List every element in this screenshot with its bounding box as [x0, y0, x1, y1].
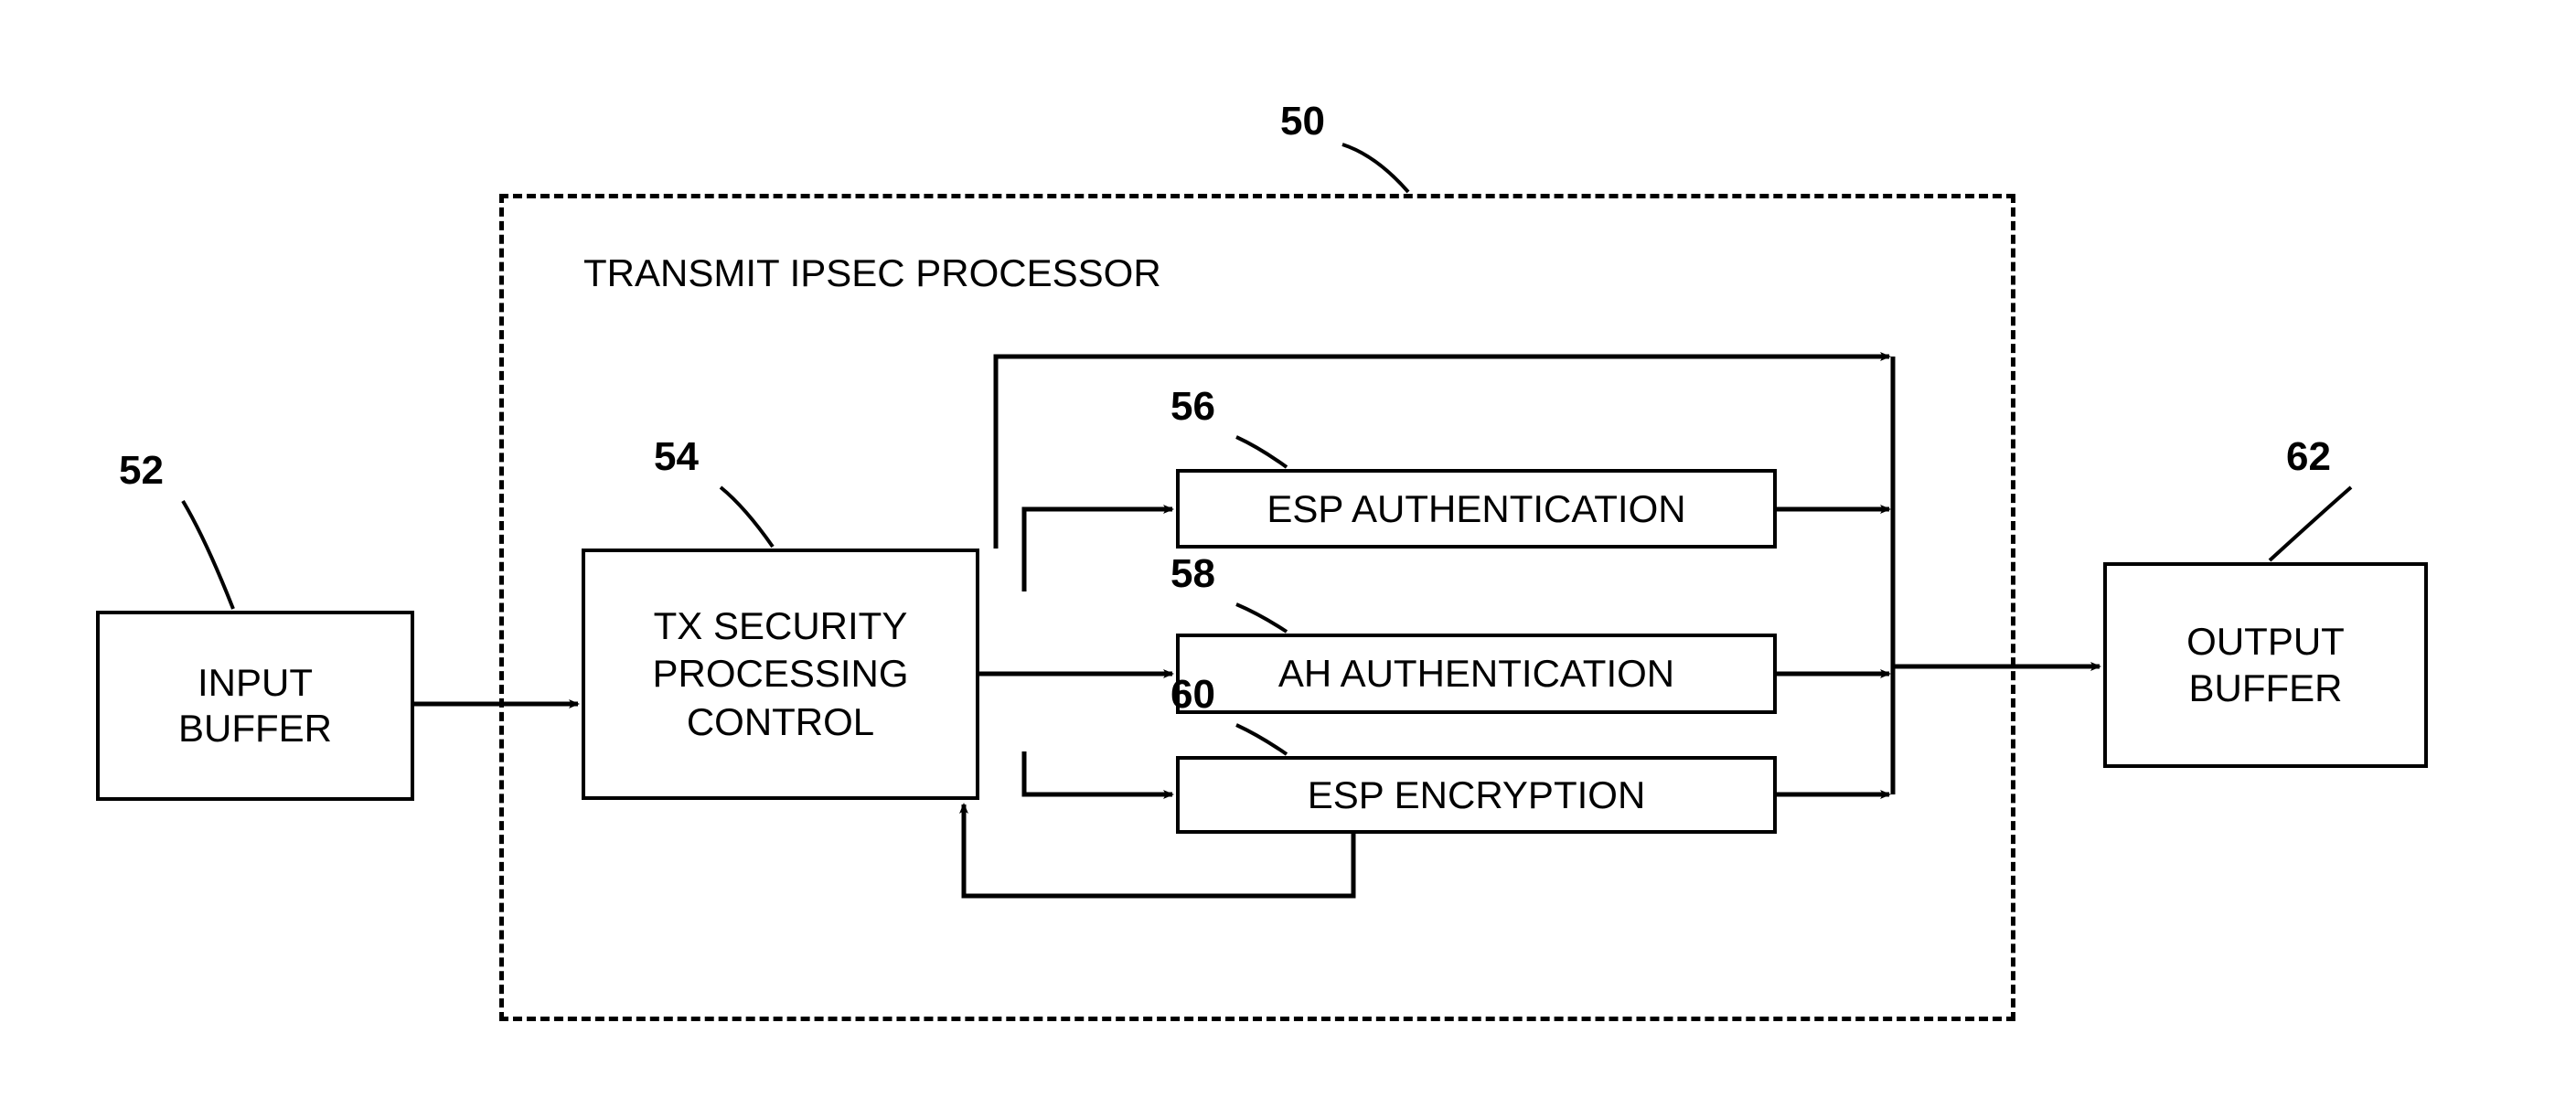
- ah-auth-box: AH AUTHENTICATION: [1176, 634, 1777, 714]
- esp-enc-box: ESP ENCRYPTION: [1176, 756, 1777, 834]
- tx-control-label: TX SECURITY PROCESSING CONTROL: [652, 602, 908, 747]
- output-buffer-box: OUTPUT BUFFER: [2103, 562, 2428, 768]
- ref-62: 62: [2286, 434, 2331, 480]
- ref-56: 56: [1170, 384, 1215, 430]
- tx-control-box: TX SECURITY PROCESSING CONTROL: [582, 549, 979, 800]
- diagram-canvas: TRANSMIT IPSEC PROCESSOR INPUT BUFFER TX…: [0, 0, 2576, 1108]
- ref-60: 60: [1170, 672, 1215, 718]
- esp-auth-label: ESP AUTHENTICATION: [1267, 487, 1685, 531]
- input-buffer-box: INPUT BUFFER: [96, 611, 414, 801]
- esp-enc-label: ESP ENCRYPTION: [1308, 773, 1646, 817]
- input-buffer-label: INPUT BUFFER: [178, 660, 332, 752]
- ref-54: 54: [654, 434, 699, 480]
- ah-auth-label: AH AUTHENTICATION: [1278, 652, 1674, 696]
- esp-auth-box: ESP AUTHENTICATION: [1176, 469, 1777, 549]
- ref-52: 52: [119, 448, 164, 494]
- ref-50: 50: [1280, 99, 1325, 144]
- ref-58: 58: [1170, 551, 1215, 597]
- processor-title: TRANSMIT IPSEC PROCESSOR: [583, 251, 1161, 295]
- output-buffer-label: OUTPUT BUFFER: [2186, 619, 2345, 711]
